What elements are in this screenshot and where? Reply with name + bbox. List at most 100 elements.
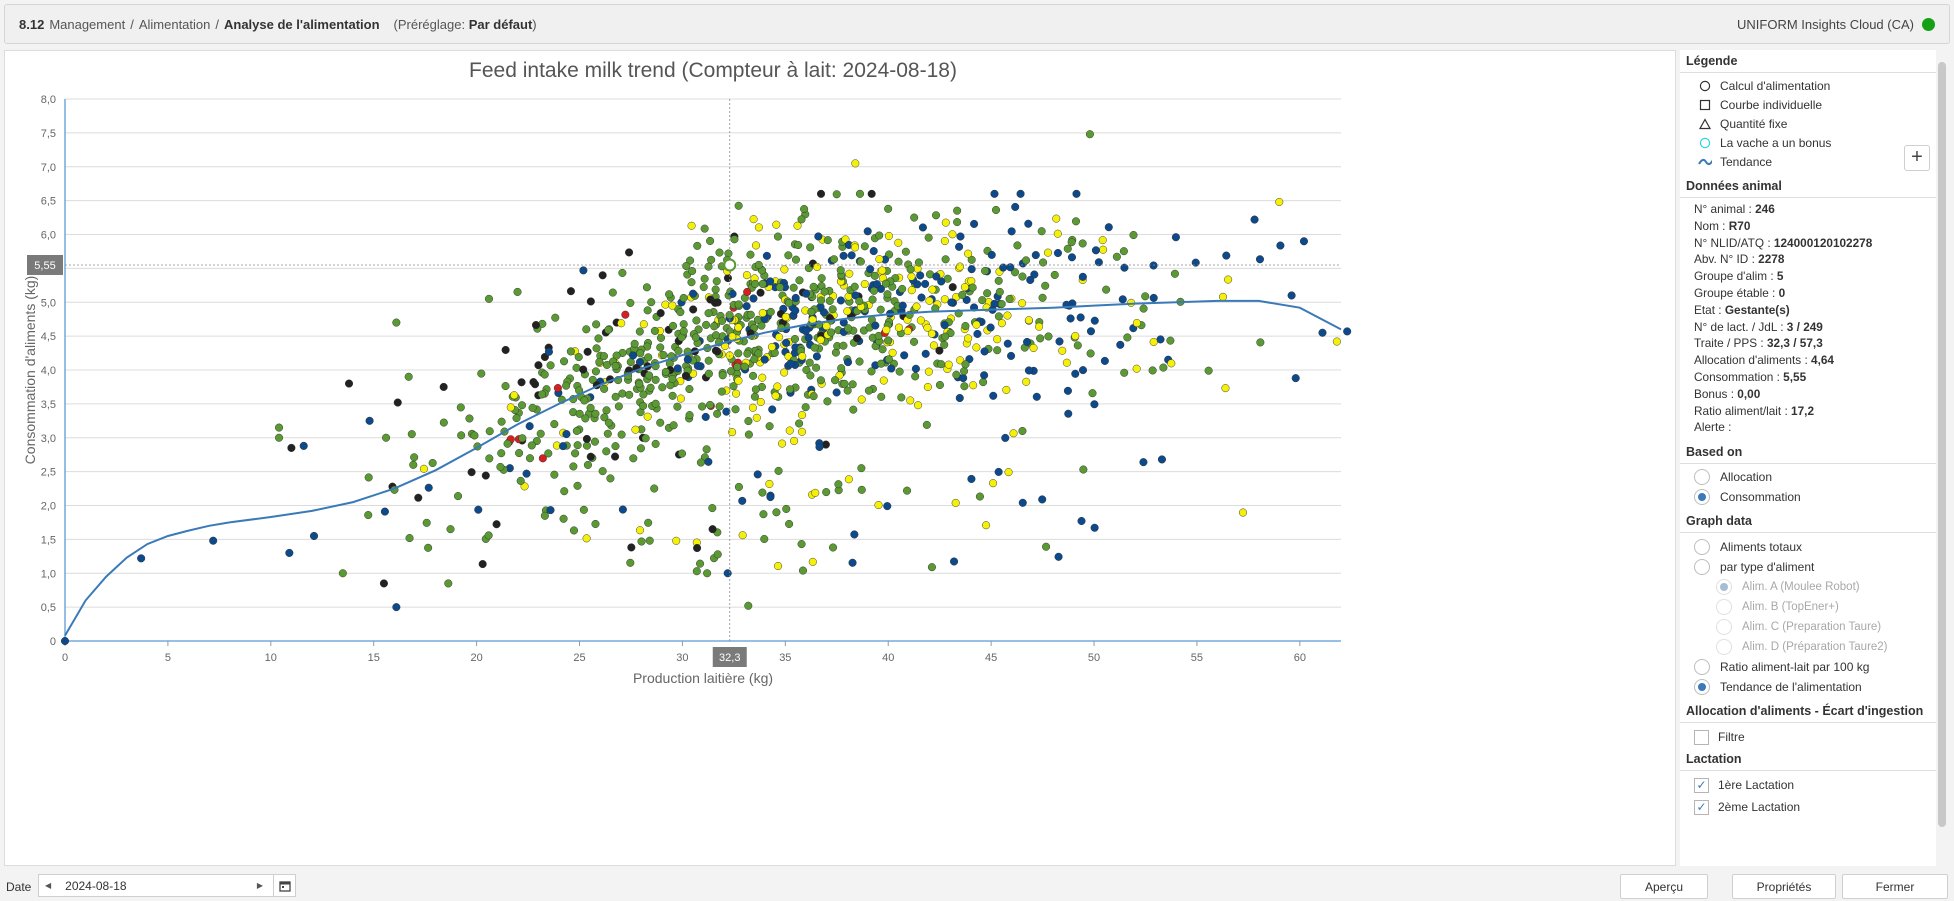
data-point bbox=[534, 361, 543, 370]
data-point bbox=[574, 352, 583, 362]
data-point bbox=[414, 493, 423, 502]
data-point bbox=[517, 378, 526, 387]
radio-option[interactable]: Allocation bbox=[1680, 467, 1936, 487]
radio-option[interactable]: par type d'aliment bbox=[1680, 557, 1936, 577]
data-point bbox=[1166, 336, 1175, 345]
data-point bbox=[953, 206, 962, 215]
radio-button[interactable] bbox=[1716, 579, 1732, 596]
animal-data-value: 0 bbox=[1778, 285, 1786, 300]
scatter-chart[interactable]: 00,51,01,52,02,53,03,54,04,55,05,56,06,5… bbox=[5, 51, 1677, 867]
data-point bbox=[734, 323, 743, 332]
animal-data-title: Données animal bbox=[1680, 175, 1936, 198]
data-point bbox=[775, 283, 784, 292]
data-point bbox=[1204, 366, 1213, 375]
data-point bbox=[598, 271, 607, 280]
lactation-checkbox[interactable]: ✓ 1ère Lactation bbox=[1680, 774, 1936, 796]
data-point bbox=[839, 251, 848, 260]
y-tick-label: 6,0 bbox=[41, 230, 56, 242]
data-point bbox=[807, 307, 816, 316]
data-point bbox=[1018, 299, 1027, 308]
data-point bbox=[711, 285, 720, 294]
radio-button[interactable] bbox=[1694, 489, 1710, 506]
breadcrumb-management[interactable]: Management bbox=[49, 16, 126, 32]
radio-option[interactable]: Ratio aliment-lait par 100 kg bbox=[1680, 657, 1936, 677]
data-point bbox=[693, 241, 702, 250]
data-point bbox=[704, 356, 713, 365]
data-point bbox=[789, 283, 798, 292]
data-point bbox=[972, 343, 981, 352]
preset-indicator[interactable]: (Préréglage: Par défaut) bbox=[393, 16, 537, 32]
data-point bbox=[806, 371, 815, 380]
data-point bbox=[628, 351, 638, 360]
data-point bbox=[1104, 223, 1113, 232]
data-point bbox=[380, 507, 389, 516]
radio-option[interactable]: Alim. D (Préparation Taure2) bbox=[1680, 637, 1936, 657]
radio-option[interactable]: Consommation bbox=[1680, 487, 1936, 507]
data-point bbox=[894, 323, 903, 332]
filter-checkbox[interactable]: Filtre bbox=[1680, 726, 1936, 748]
data-point bbox=[837, 364, 846, 373]
animal-data-row: Allocation d'aliments : 4,64 bbox=[1680, 353, 1936, 370]
data-point bbox=[1067, 238, 1076, 247]
data-point bbox=[1010, 268, 1020, 277]
properties-button[interactable]: Propriétés bbox=[1732, 874, 1836, 899]
data-point bbox=[676, 394, 685, 403]
next-date-icon[interactable]: ▶ bbox=[256, 881, 263, 890]
radio-option[interactable]: Alim. B (TopEner+) bbox=[1680, 597, 1936, 617]
radio-option[interactable]: Alim. A (Moulee Robot) bbox=[1680, 577, 1936, 597]
radio-option[interactable]: Alim. C (Preparation Taure) bbox=[1680, 617, 1936, 637]
breadcrumb-alimentation[interactable]: Alimentation bbox=[138, 16, 211, 32]
data-point bbox=[693, 543, 702, 553]
data-point bbox=[863, 227, 872, 236]
radio-button[interactable] bbox=[1694, 659, 1710, 676]
radio-option[interactable]: Aliments totaux bbox=[1680, 537, 1936, 557]
check-icon[interactable]: ✓ bbox=[1694, 799, 1709, 815]
data-point bbox=[857, 464, 866, 473]
data-point bbox=[848, 380, 857, 389]
close-button[interactable]: Fermer bbox=[1842, 874, 1948, 899]
checkbox-box[interactable] bbox=[1694, 729, 1709, 745]
data-point bbox=[1001, 433, 1010, 442]
data-point bbox=[997, 300, 1006, 309]
data-point bbox=[651, 399, 660, 408]
data-point bbox=[629, 454, 638, 463]
data-point bbox=[869, 286, 878, 295]
data-point bbox=[851, 243, 860, 252]
calendar-icon[interactable] bbox=[273, 875, 295, 896]
data-point bbox=[517, 401, 527, 410]
data-point bbox=[750, 392, 759, 401]
data-point bbox=[756, 397, 765, 407]
data-point bbox=[762, 251, 771, 260]
data-point bbox=[626, 558, 635, 567]
radio-button[interactable] bbox=[1716, 619, 1732, 636]
radio-button[interactable] bbox=[1694, 469, 1710, 486]
preview-button[interactable]: Aperçu bbox=[1620, 874, 1708, 899]
data-point bbox=[860, 242, 869, 251]
data-point bbox=[814, 232, 823, 241]
side-panel-scrollbar[interactable] bbox=[1938, 62, 1946, 827]
data-point bbox=[1224, 275, 1233, 284]
data-point bbox=[959, 374, 968, 383]
data-point bbox=[1018, 498, 1027, 507]
data-point bbox=[793, 221, 802, 230]
date-picker[interactable]: ◀ 2024-08-18 ▶ bbox=[38, 874, 296, 897]
add-legend-button[interactable]: + bbox=[1904, 145, 1930, 171]
check-icon[interactable]: ✓ bbox=[1694, 777, 1709, 793]
radio-button[interactable] bbox=[1694, 679, 1710, 696]
data-point bbox=[791, 293, 800, 302]
data-point bbox=[815, 442, 824, 452]
data-point bbox=[782, 338, 791, 347]
radio-button[interactable] bbox=[1694, 559, 1710, 576]
date-value[interactable]: 2024-08-18 bbox=[65, 878, 127, 893]
data-point bbox=[927, 563, 936, 572]
radio-button[interactable] bbox=[1694, 539, 1710, 556]
prev-date-icon[interactable]: ◀ bbox=[45, 881, 52, 890]
radio-option[interactable]: Tendance de l'alimentation bbox=[1680, 677, 1936, 697]
data-point bbox=[407, 430, 416, 439]
data-point bbox=[1004, 468, 1013, 477]
radio-button[interactable] bbox=[1716, 639, 1732, 656]
lactation-checkbox[interactable]: ✓ 2ème Lactation bbox=[1680, 796, 1936, 818]
radio-button[interactable] bbox=[1716, 599, 1732, 616]
data-point bbox=[856, 257, 865, 266]
data-point bbox=[944, 360, 953, 369]
